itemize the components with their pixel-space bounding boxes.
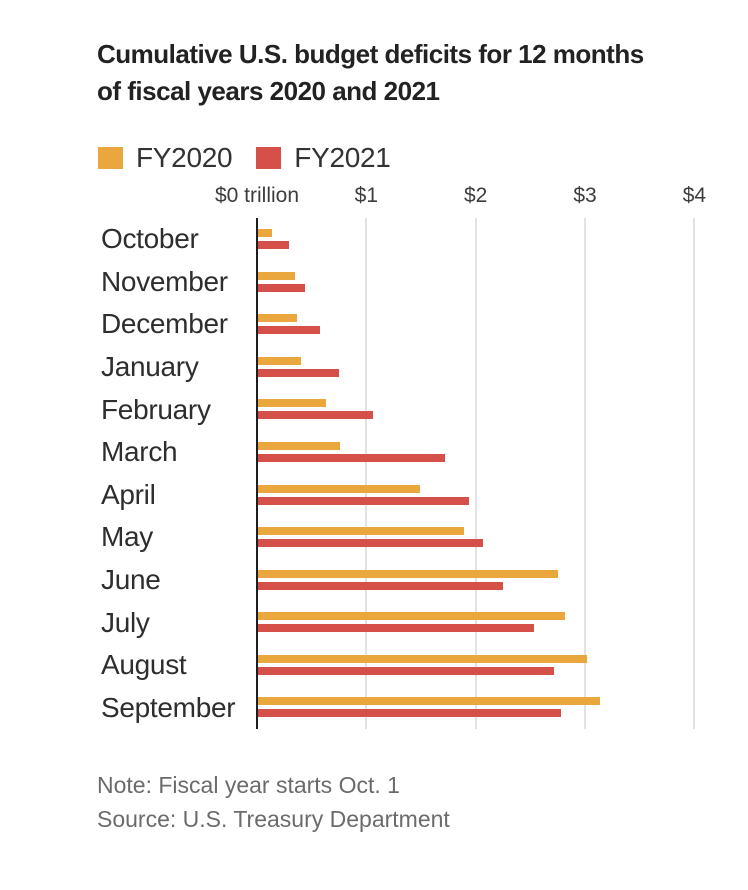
category-label: February <box>101 393 211 425</box>
category-label: April <box>101 478 156 510</box>
category-label: September <box>101 691 236 723</box>
x-tick-label: $0 trillion <box>214 184 300 207</box>
chart-footer: Note: Fiscal year starts Oct. 1 Source: … <box>97 768 450 836</box>
bar-fy2021-march <box>258 453 445 462</box>
category-label: November <box>101 265 228 297</box>
bar-fy2021-october <box>258 241 289 249</box>
x-tick-label: $2 <box>464 184 488 207</box>
y-axis-category-labels: October November December January February Ma… <box>101 218 255 729</box>
legend-item-fy2021: FY2021 <box>256 142 391 174</box>
gridline <box>584 218 587 729</box>
category-label: January <box>101 351 199 383</box>
bar-fy2021-september <box>258 709 561 718</box>
bar-fy2021-august <box>258 666 555 675</box>
bar-fy2021-january <box>258 368 339 377</box>
bar-fy2021-april <box>258 496 470 505</box>
bar-fy2020-july <box>258 612 566 621</box>
bar-fy2020-march <box>258 441 340 450</box>
bar-fy2021-december <box>258 326 321 335</box>
bar-fy2021-july <box>258 624 534 633</box>
category-label: December <box>101 308 228 340</box>
bar-fy2021-november <box>258 283 306 292</box>
plot-area <box>256 218 748 729</box>
x-tick-label: $4 <box>682 184 707 207</box>
bar-fy2020-october <box>258 229 273 237</box>
footer-source: Source: U.S. Treasury Department <box>97 806 450 832</box>
bar-fy2020-february <box>258 399 326 408</box>
footer-note: Note: Fiscal year starts Oct. 1 <box>97 772 400 798</box>
bar-fy2020-august <box>258 654 588 663</box>
x-tick-label: $1 <box>354 184 379 207</box>
gridline <box>693 218 696 729</box>
bar-fy2020-may <box>258 527 464 536</box>
category-label: October <box>101 223 199 255</box>
bar-fy2020-june <box>258 569 558 578</box>
bar-fy2020-september <box>258 697 601 706</box>
legend-item-fy2020: FY2020 <box>98 142 233 174</box>
bar-fy2021-may <box>258 539 484 548</box>
gridline <box>474 218 477 729</box>
bar-fy2021-february <box>258 411 373 420</box>
category-label: June <box>101 563 161 595</box>
chart-title: Cumulative U.S. budget deficits for 12 m… <box>97 39 644 106</box>
x-axis-tick-labels: $0 trillion $1 $2 $3 $4 <box>215 184 748 214</box>
x-tick-label: $3 <box>573 184 597 207</box>
legend-label-fy2020: FY2020 <box>136 142 233 173</box>
fy2021-swatch-icon <box>256 147 282 169</box>
bar-fy2020-april <box>258 484 420 493</box>
legend-label-fy2021: FY2021 <box>294 142 391 173</box>
bar-fy2020-december <box>258 314 298 323</box>
category-label: March <box>101 436 178 468</box>
bar-fy2021-june <box>258 581 503 590</box>
y-axis-line <box>256 218 258 729</box>
chart-legend: FY2020 FY2021 <box>98 142 415 174</box>
category-label: May <box>101 521 153 553</box>
fy2020-swatch-icon <box>98 147 123 169</box>
gridline <box>365 218 368 729</box>
category-label: July <box>101 606 150 638</box>
category-label: August <box>101 649 187 681</box>
bar-fy2020-january <box>258 356 301 365</box>
bar-fy2020-november <box>258 271 296 280</box>
